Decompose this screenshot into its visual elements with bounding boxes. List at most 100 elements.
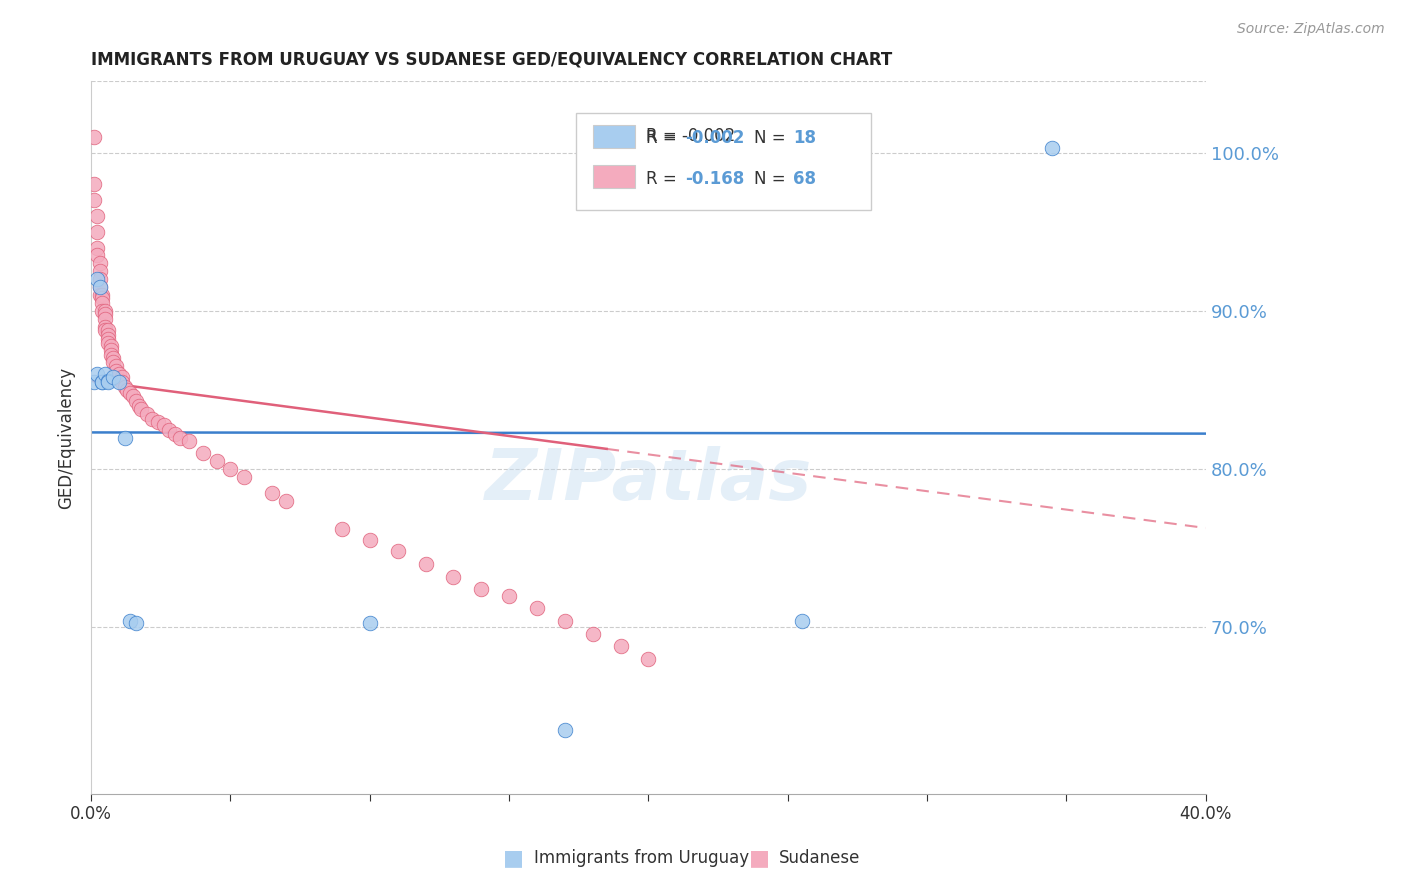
Point xyxy=(470,582,492,597)
Point xyxy=(554,723,576,738)
Point xyxy=(177,434,200,448)
Point xyxy=(103,351,125,366)
Point xyxy=(91,375,114,389)
Point xyxy=(111,370,134,384)
Point xyxy=(83,375,105,389)
Point xyxy=(415,557,437,571)
Point xyxy=(91,288,114,302)
Point xyxy=(97,375,120,389)
Point xyxy=(86,241,108,255)
Point xyxy=(91,375,114,389)
Point xyxy=(169,430,191,444)
Bar xyxy=(593,165,636,188)
Point xyxy=(128,399,150,413)
Point xyxy=(100,339,122,353)
Point xyxy=(83,193,105,207)
Point xyxy=(233,470,256,484)
Point xyxy=(157,423,180,437)
Point xyxy=(120,386,142,401)
Point xyxy=(114,380,136,394)
Point xyxy=(526,601,548,615)
Point xyxy=(114,430,136,444)
Text: R =: R = xyxy=(647,170,682,188)
Point xyxy=(554,614,576,628)
Point xyxy=(141,411,163,425)
Point xyxy=(1042,141,1064,155)
Point xyxy=(86,367,108,381)
Point xyxy=(108,375,131,389)
Point xyxy=(83,129,105,144)
Point xyxy=(103,354,125,368)
Point xyxy=(89,288,111,302)
Point xyxy=(122,389,145,403)
Point xyxy=(91,291,114,305)
Point xyxy=(91,304,114,318)
Point xyxy=(498,589,520,603)
Point xyxy=(117,383,139,397)
Point xyxy=(86,225,108,239)
Text: N =: N = xyxy=(754,129,792,147)
Text: R =: R = xyxy=(647,129,682,147)
Text: Source: ZipAtlas.com: Source: ZipAtlas.com xyxy=(1237,22,1385,37)
Point xyxy=(131,402,153,417)
Point xyxy=(97,332,120,346)
Point xyxy=(94,307,117,321)
Point xyxy=(89,280,111,294)
Point xyxy=(359,615,381,630)
Point xyxy=(94,367,117,381)
Point xyxy=(359,533,381,548)
Point xyxy=(790,614,813,628)
Point xyxy=(86,272,108,286)
Point xyxy=(103,370,125,384)
Point xyxy=(100,343,122,358)
Point xyxy=(89,264,111,278)
Point xyxy=(91,296,114,310)
Point xyxy=(387,544,409,558)
Point xyxy=(609,640,631,654)
Point xyxy=(94,319,117,334)
Point xyxy=(163,427,186,442)
Point xyxy=(105,359,128,374)
Point xyxy=(97,374,120,388)
Point xyxy=(582,627,605,641)
Point xyxy=(97,327,120,342)
Point xyxy=(637,652,659,666)
Point xyxy=(205,454,228,468)
Point xyxy=(120,614,142,628)
Text: 68: 68 xyxy=(793,170,817,188)
FancyBboxPatch shape xyxy=(576,113,872,210)
Point xyxy=(219,462,242,476)
Text: 18: 18 xyxy=(793,129,817,147)
Bar xyxy=(593,125,636,147)
Text: -0.002: -0.002 xyxy=(685,129,745,147)
Text: ■: ■ xyxy=(503,848,523,868)
Point xyxy=(146,415,169,429)
Text: Immigrants from Uruguay: Immigrants from Uruguay xyxy=(534,849,749,867)
Point xyxy=(191,446,214,460)
Point xyxy=(111,375,134,389)
Point xyxy=(100,348,122,362)
Text: R = -0.002: R = -0.002 xyxy=(647,128,735,145)
Point xyxy=(86,209,108,223)
Point xyxy=(94,311,117,326)
Point xyxy=(152,417,174,432)
Text: -0.168: -0.168 xyxy=(685,170,744,188)
Point xyxy=(125,615,148,630)
Point xyxy=(330,522,353,536)
Point xyxy=(108,367,131,381)
Point xyxy=(94,323,117,337)
Y-axis label: GED/Equivalency: GED/Equivalency xyxy=(58,367,75,508)
Point xyxy=(125,394,148,409)
Text: N =: N = xyxy=(754,170,792,188)
Point xyxy=(135,407,157,421)
Point xyxy=(262,486,284,500)
Point xyxy=(89,280,111,294)
Point xyxy=(276,493,298,508)
Point xyxy=(86,248,108,262)
Point xyxy=(97,323,120,337)
Point xyxy=(105,364,128,378)
Point xyxy=(97,335,120,350)
Point xyxy=(83,178,105,192)
Point xyxy=(441,570,464,584)
Text: ■: ■ xyxy=(749,848,769,868)
